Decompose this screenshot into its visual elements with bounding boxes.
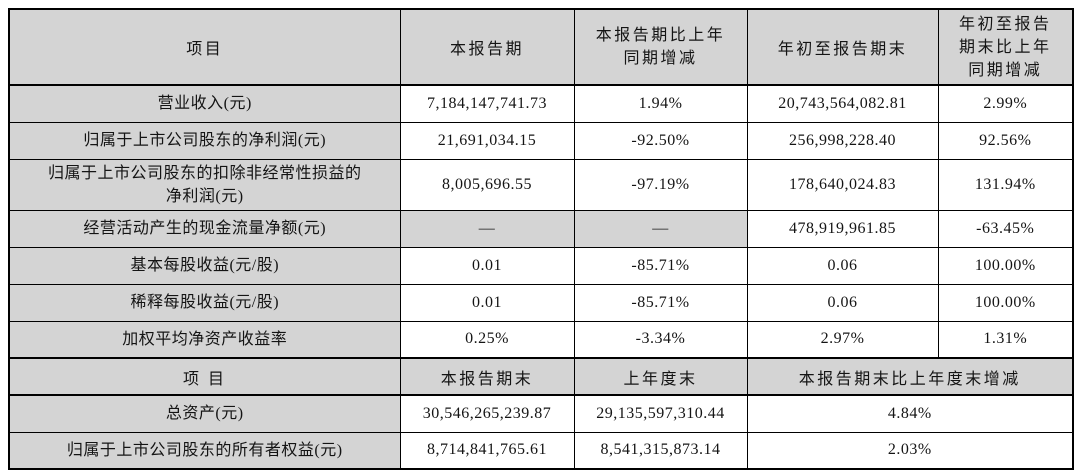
- table-row-net-profit-excl-nonrecurring: 归属于上市公司股东的扣除非经常性损益的 净利润(元) 8,005,696.55 …: [8, 158, 1074, 211]
- cell-current-yoy: -92.50%: [573, 121, 748, 160]
- cell-change: 2.03%: [746, 431, 1074, 470]
- label-line: 总资产(元): [165, 405, 244, 423]
- table-row-net-profit: 归属于上市公司股东的净利润(元) 21,691,034.15 -92.50% 2…: [8, 121, 1074, 160]
- cell-period-end: 8,714,841,765.61: [399, 431, 575, 470]
- cell-current: 7,184,147,741.73: [399, 84, 575, 123]
- cell-period-end: 30,546,265,239.87: [399, 394, 575, 433]
- cell-current: 0.01: [399, 246, 575, 285]
- row-label: 基本每股收益(元/股): [8, 246, 401, 285]
- label-line: 经营活动产生的现金流量净额(元): [83, 220, 327, 237]
- cell-ytd-yoy: 100.00%: [937, 246, 1074, 285]
- cell-ytd: 0.06: [746, 283, 939, 322]
- label-line: 基本每股收益(元/股): [130, 257, 280, 274]
- header-line: 同期增减: [968, 61, 1043, 79]
- header-line: 期末比上年: [958, 38, 1052, 56]
- label-line: 净利润(元): [165, 187, 244, 205]
- cell-current: 0.01: [399, 283, 575, 322]
- header-line: 同期增减: [623, 50, 698, 67]
- cell-current-yoy: -85.71%: [573, 283, 748, 322]
- cell-ytd-yoy: -63.45%: [937, 209, 1074, 248]
- table-row-revenue: 营业收入(元) 7,184,147,741.73 1.94% 20,743,56…: [8, 84, 1074, 123]
- row-label: 归属于上市公司股东的所有者权益(元): [8, 431, 401, 470]
- header-line: 本报告期比上年: [595, 27, 726, 44]
- row-label: 总资产(元): [8, 394, 401, 433]
- cell-prev-year-end: 8,541,315,873.14: [573, 431, 748, 470]
- cell-ytd: 20,743,564,082.81: [746, 84, 939, 123]
- cell-ytd: 478,919,961.85: [746, 209, 939, 248]
- header2-change: 本报告期末比上年度末增减: [746, 357, 1074, 396]
- cell-ytd: 178,640,024.83: [746, 158, 939, 211]
- cell-ytd-yoy: 131.94%: [937, 158, 1074, 211]
- cell-ytd: 2.97%: [746, 320, 939, 359]
- cell-ytd-yoy: 100.00%: [937, 283, 1074, 322]
- table-row-total-assets: 总资产(元) 30,546,265,239.87 29,135,597,310.…: [8, 394, 1074, 433]
- table-row-owners-equity: 归属于上市公司股东的所有者权益(元) 8,714,841,765.61 8,54…: [8, 431, 1074, 470]
- cell-prev-year-end: 29,135,597,310.44: [573, 394, 748, 433]
- financial-summary-table: 项目 本报告期 本报告期比上年 同期增减 年初至报告期末 年初至报告 期末比上年…: [8, 8, 1074, 470]
- label-line: 营业收入(元): [157, 95, 252, 113]
- header-item: 项目: [8, 8, 401, 86]
- header-current-yoy: 本报告期比上年 同期增减: [573, 8, 748, 86]
- cell-current-yoy: -3.34%: [573, 320, 748, 359]
- header-ytd: 年初至报告期末: [746, 8, 939, 86]
- cell-current: 21,691,034.15: [399, 121, 575, 160]
- table-row-basic-eps: 基本每股收益(元/股) 0.01 -85.71% 0.06 100.00%: [8, 246, 1074, 285]
- cell-current-yoy: -97.19%: [573, 158, 748, 211]
- cell-ytd: 256,998,228.40: [746, 121, 939, 160]
- cell-ytd-yoy: 92.56%: [937, 121, 1074, 160]
- label-line: 归属于上市公司股东的所有者权益(元): [66, 441, 343, 459]
- row-label: 经营活动产生的现金流量净额(元): [8, 209, 401, 248]
- row-label: 归属于上市公司股东的扣除非经常性损益的 净利润(元): [8, 158, 401, 211]
- header-current-period: 本报告期: [399, 8, 575, 86]
- label-line: 加权平均净资产收益率: [122, 330, 288, 348]
- label-line: 稀释每股收益(元/股): [130, 294, 280, 311]
- row-label: 归属于上市公司股东的净利润(元): [8, 121, 401, 160]
- header-ytd-yoy: 年初至报告 期末比上年 同期增减: [937, 8, 1074, 86]
- cell-ytd-yoy: 1.31%: [937, 320, 1074, 359]
- label-line: 归属于上市公司股东的净利润(元): [83, 132, 327, 149]
- header-line: 年初至报告: [958, 15, 1052, 33]
- cell-current-yoy: 1.94%: [573, 84, 748, 123]
- cell-ytd: 0.06: [746, 246, 939, 285]
- cell-current-dash: —: [399, 209, 575, 248]
- header2-prev-year-end: 上年度末: [573, 357, 748, 396]
- row-label: 稀释每股收益(元/股): [8, 283, 401, 322]
- label-line: 归属于上市公司股东的扣除非经常性损益的: [47, 164, 362, 182]
- header2-period-end: 本报告期末: [399, 357, 575, 396]
- row-label: 营业收入(元): [8, 84, 401, 123]
- row-label: 加权平均净资产收益率: [8, 320, 401, 359]
- cell-change: 4.84%: [746, 394, 1074, 433]
- table-header-row-1: 项目 本报告期 本报告期比上年 同期增减 年初至报告期末 年初至报告 期末比上年…: [8, 8, 1074, 86]
- header2-item: 项 目: [8, 357, 401, 396]
- cell-ytd-yoy: 2.99%: [937, 84, 1074, 123]
- table-row-weighted-avg-roe: 加权平均净资产收益率 0.25% -3.34% 2.97% 1.31%: [8, 320, 1074, 359]
- table-row-operating-cash-flow: 经营活动产生的现金流量净额(元) — — 478,919,961.85 -63.…: [8, 209, 1074, 248]
- table-row-diluted-eps: 稀释每股收益(元/股) 0.01 -85.71% 0.06 100.00%: [8, 283, 1074, 322]
- cell-current: 8,005,696.55: [399, 158, 575, 211]
- cell-current-yoy-dash: —: [573, 209, 748, 248]
- cell-current: 0.25%: [399, 320, 575, 359]
- cell-current-yoy: -85.71%: [573, 246, 748, 285]
- table-header-row-2: 项 目 本报告期末 上年度末 本报告期末比上年度末增减: [8, 357, 1074, 396]
